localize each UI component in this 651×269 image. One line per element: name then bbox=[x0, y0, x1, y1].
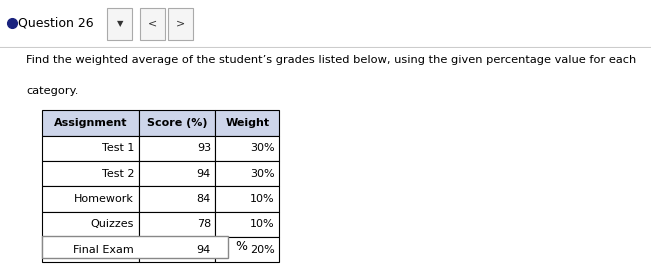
Bar bbox=[215, 186, 279, 212]
Bar bbox=[42, 161, 139, 186]
Text: >: > bbox=[176, 18, 185, 28]
Bar bbox=[42, 237, 139, 262]
Text: Test 2: Test 2 bbox=[102, 169, 134, 179]
FancyBboxPatch shape bbox=[168, 8, 193, 40]
Text: 10%: 10% bbox=[250, 194, 275, 204]
Bar bbox=[139, 212, 215, 237]
Text: Final Exam: Final Exam bbox=[74, 245, 134, 255]
Text: 84: 84 bbox=[197, 194, 211, 204]
FancyBboxPatch shape bbox=[140, 8, 165, 40]
Bar bbox=[139, 110, 215, 136]
Text: 94: 94 bbox=[197, 169, 211, 179]
Text: Homework: Homework bbox=[74, 194, 134, 204]
Text: 30%: 30% bbox=[250, 169, 275, 179]
Text: Test 1: Test 1 bbox=[102, 143, 134, 153]
Bar bbox=[42, 236, 228, 258]
Text: 93: 93 bbox=[197, 143, 211, 153]
Text: 20%: 20% bbox=[250, 245, 275, 255]
Text: <: < bbox=[148, 18, 157, 28]
Text: 10%: 10% bbox=[250, 219, 275, 229]
Bar bbox=[42, 186, 139, 212]
Text: Weight: Weight bbox=[225, 118, 270, 128]
Bar bbox=[215, 237, 279, 262]
Bar bbox=[139, 186, 215, 212]
Text: 94: 94 bbox=[197, 245, 211, 255]
Text: Score (%): Score (%) bbox=[147, 118, 207, 128]
Text: Quizzes: Quizzes bbox=[90, 219, 134, 229]
Text: Find the weighted average of the student’s grades listed below, using the given : Find the weighted average of the student… bbox=[26, 55, 636, 65]
Bar bbox=[139, 161, 215, 186]
Bar bbox=[42, 136, 139, 161]
Text: category.: category. bbox=[26, 86, 78, 96]
Text: 30%: 30% bbox=[250, 143, 275, 153]
Bar bbox=[42, 110, 139, 136]
Text: Assignment: Assignment bbox=[54, 118, 127, 128]
Bar bbox=[139, 136, 215, 161]
Bar bbox=[215, 110, 279, 136]
Text: 78: 78 bbox=[197, 219, 211, 229]
Text: Question 26: Question 26 bbox=[18, 17, 94, 30]
Text: %: % bbox=[236, 240, 247, 253]
Bar bbox=[42, 212, 139, 237]
Bar bbox=[215, 212, 279, 237]
Bar bbox=[139, 237, 215, 262]
FancyBboxPatch shape bbox=[107, 8, 132, 40]
Text: ▼: ▼ bbox=[117, 19, 123, 28]
Bar bbox=[215, 161, 279, 186]
Bar bbox=[215, 136, 279, 161]
